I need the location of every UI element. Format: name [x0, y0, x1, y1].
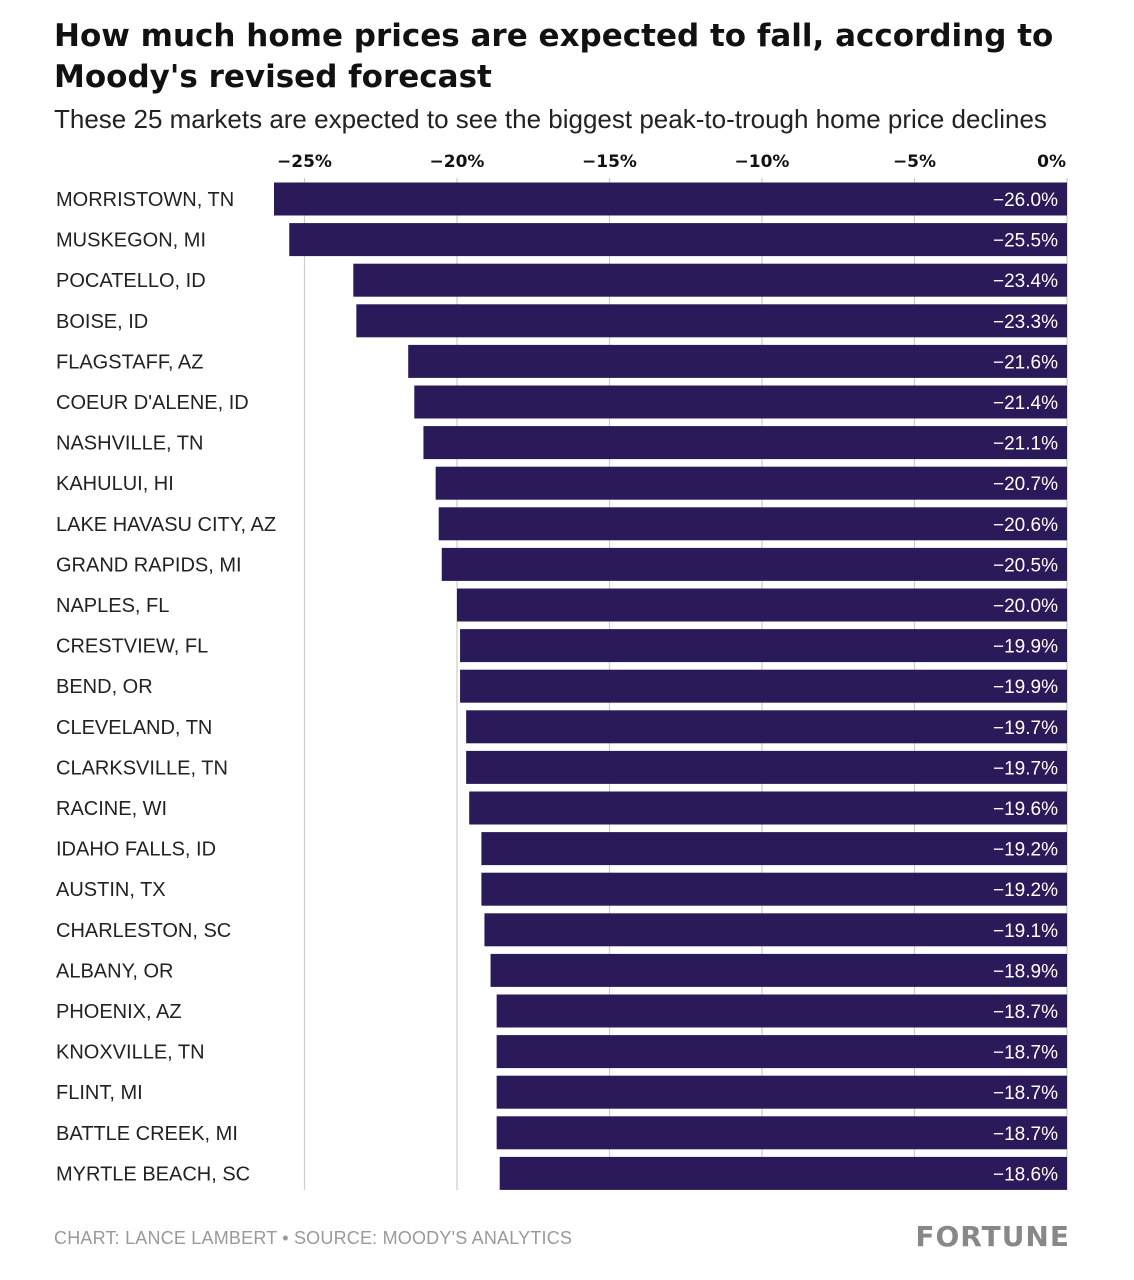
category-label: COEUR D'ALENE, ID	[56, 392, 249, 414]
bar	[460, 629, 1067, 663]
category-label: CLEVELAND, TN	[56, 717, 212, 739]
bar	[496, 1116, 1067, 1150]
bar	[438, 507, 1067, 541]
chart-subtitle: These 25 markets are expected to see the…	[54, 104, 1047, 134]
category-label: BATTLE CREEK, MI	[56, 1123, 238, 1145]
chart-title: How much home prices are expected to fal…	[54, 18, 1054, 95]
category-label: LAKE HAVASU CITY, AZ	[56, 514, 276, 536]
category-label: PHOENIX, AZ	[56, 1001, 182, 1023]
value-label: −23.3%	[993, 312, 1058, 333]
category-label: CRESTVIEW, FL	[56, 636, 208, 658]
bar	[441, 547, 1067, 581]
value-label: −19.6%	[993, 799, 1058, 820]
x-axis-ticks: −25% −20% −15% −10% −5% 0%	[277, 152, 1066, 172]
category-label: ALBANY, OR	[56, 960, 173, 982]
bar	[356, 304, 1068, 338]
category-label: RACINE, WI	[56, 798, 167, 820]
value-label: −20.6%	[993, 515, 1058, 536]
bar	[408, 344, 1067, 378]
value-label: −19.7%	[993, 718, 1058, 739]
value-label: −19.7%	[993, 758, 1058, 779]
bar	[414, 385, 1067, 419]
value-label: −18.7%	[993, 1124, 1058, 1145]
x-tick-label: −15%	[582, 152, 637, 172]
x-tick-label: 0%	[1037, 152, 1066, 172]
value-label: −19.9%	[993, 637, 1058, 658]
value-label: −18.7%	[993, 1002, 1058, 1023]
value-label: −19.9%	[993, 677, 1058, 698]
value-label: −21.6%	[993, 352, 1058, 373]
value-label: −19.2%	[993, 840, 1058, 861]
bar	[353, 263, 1067, 297]
x-tick-label: −20%	[430, 152, 485, 172]
x-tick-label: −10%	[735, 152, 790, 172]
bar	[423, 426, 1067, 460]
bar	[469, 791, 1067, 825]
bar	[274, 182, 1067, 216]
bar	[466, 750, 1067, 784]
category-label: NAPLES, FL	[56, 595, 169, 617]
value-label: −20.5%	[993, 555, 1058, 576]
value-label: −20.0%	[993, 596, 1058, 617]
bar	[490, 953, 1067, 987]
chart-credit: CHART: LANCE LAMBERT • SOURCE: MOODY'S A…	[54, 1228, 573, 1248]
category-label: MUSKEGON, MI	[56, 230, 206, 252]
value-label: −20.7%	[993, 474, 1058, 495]
x-tick-label: −5%	[893, 152, 936, 172]
value-label: −18.7%	[993, 1083, 1058, 1104]
value-label: −19.2%	[993, 880, 1058, 901]
value-label: −26.0%	[993, 190, 1058, 211]
value-label: −18.9%	[993, 961, 1058, 982]
category-label: GRAND RAPIDS, MI	[56, 554, 242, 576]
value-labels: −26.0% −25.5% −23.4% −23.3% −21.6% −21.4% −21.…	[993, 190, 1058, 1185]
bar	[496, 1075, 1067, 1109]
bar	[460, 669, 1067, 703]
bar	[481, 832, 1067, 866]
category-label: KNOXVILLE, TN	[56, 1042, 205, 1064]
category-label: MYRTLE BEACH, SC	[56, 1163, 250, 1185]
category-label: CLARKSVILLE, TN	[56, 757, 228, 779]
bar	[289, 223, 1067, 257]
value-label: −18.6%	[993, 1164, 1058, 1185]
category-label: BOISE, ID	[56, 311, 148, 333]
fortune-logo: FORTUNE	[915, 1220, 1070, 1253]
bar	[484, 913, 1067, 947]
category-label: POCATELLO, ID	[56, 270, 206, 292]
category-label: BEND, OR	[56, 676, 153, 698]
bar	[496, 994, 1067, 1028]
category-label: CHARLESTON, SC	[56, 920, 231, 942]
value-label: −21.4%	[993, 393, 1058, 414]
category-labels: MORRISTOWN, TN MUSKEGON, MI POCATELLO, ID B…	[56, 189, 276, 1185]
value-label: −21.1%	[993, 434, 1058, 455]
category-label: NASHVILLE, TN	[56, 433, 203, 455]
bar	[435, 466, 1067, 500]
bar	[466, 710, 1067, 744]
bars	[274, 182, 1068, 1190]
bar-chart: −25% −20% −15% −10% −5% 0% MORRISTOWN, TN MUSK…	[56, 152, 1068, 1190]
bar	[481, 872, 1067, 906]
bar	[457, 588, 1067, 622]
category-label: KAHULUI, HI	[56, 473, 174, 495]
value-label: −25.5%	[993, 231, 1058, 252]
value-label: −19.1%	[993, 921, 1058, 942]
category-label: FLAGSTAFF, AZ	[56, 351, 203, 373]
category-label: IDAHO FALLS, ID	[56, 839, 216, 861]
value-label: −18.7%	[993, 1043, 1058, 1064]
category-label: MORRISTOWN, TN	[56, 189, 234, 211]
x-tick-label: −25%	[277, 152, 332, 172]
bar	[496, 1035, 1067, 1069]
value-label: −23.4%	[993, 271, 1058, 292]
bar	[499, 1156, 1067, 1190]
category-label: FLINT, MI	[56, 1082, 143, 1104]
category-label: AUSTIN, TX	[56, 879, 166, 901]
